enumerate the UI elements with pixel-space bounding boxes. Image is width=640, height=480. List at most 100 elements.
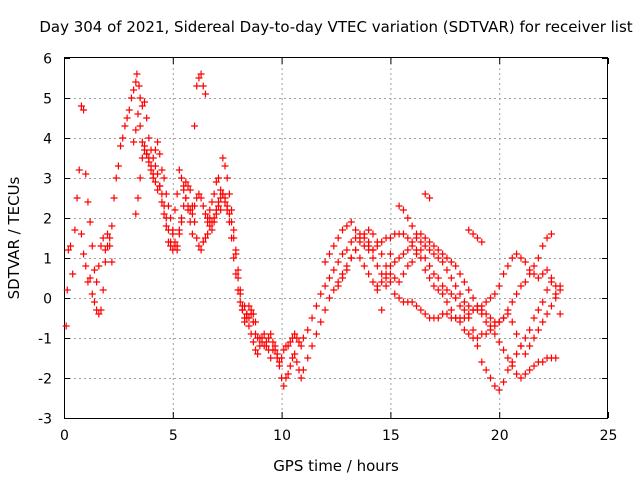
- data-point: [197, 70, 205, 78]
- data-point: [308, 342, 316, 350]
- data-point: [119, 134, 127, 142]
- data-point: [352, 246, 360, 254]
- data-point: [325, 274, 333, 282]
- data-point: [151, 146, 159, 154]
- data-point: [434, 274, 442, 282]
- data-point: [280, 346, 288, 354]
- data-point: [473, 342, 481, 350]
- data-point: [267, 354, 275, 362]
- data-point: [223, 206, 231, 214]
- data-point: [395, 278, 403, 286]
- data-point: [86, 274, 94, 282]
- data-point: [552, 354, 560, 362]
- data-point: [197, 194, 205, 202]
- data-point: [236, 298, 244, 306]
- data-point: [382, 282, 390, 290]
- data-point: [186, 218, 194, 226]
- data-point: [221, 162, 229, 170]
- data-point: [95, 310, 103, 318]
- data-point: [404, 234, 412, 242]
- data-point: [162, 214, 170, 222]
- data-point: [225, 210, 233, 218]
- data-point: [249, 310, 257, 318]
- data-point: [195, 74, 203, 82]
- data-point: [347, 238, 355, 246]
- data-point: [210, 214, 218, 222]
- data-point: [77, 230, 85, 238]
- data-point: [365, 238, 373, 246]
- data-point: [413, 302, 421, 310]
- data-point: [106, 234, 114, 242]
- data-point: [399, 270, 407, 278]
- data-point: [312, 330, 320, 338]
- data-point: [262, 342, 270, 350]
- data-point: [452, 294, 460, 302]
- data-point: [149, 170, 157, 178]
- data-point: [365, 270, 373, 278]
- data-point: [369, 246, 377, 254]
- data-point: [267, 330, 275, 338]
- data-point: [378, 278, 386, 286]
- data-point: [127, 94, 135, 102]
- data-point: [465, 330, 473, 338]
- data-point: [508, 298, 516, 306]
- data-point: [193, 234, 201, 242]
- data-point: [369, 254, 377, 262]
- data-point: [169, 246, 177, 254]
- data-point: [73, 194, 81, 202]
- data-point: [439, 258, 447, 266]
- data-point: [249, 338, 257, 346]
- data-point: [132, 126, 140, 134]
- data-point: [304, 354, 312, 362]
- data-point: [88, 242, 96, 250]
- data-point: [339, 274, 347, 282]
- data-point: [95, 262, 103, 270]
- data-point: [82, 262, 90, 270]
- data-point: [460, 314, 468, 322]
- data-point: [456, 270, 464, 278]
- x-tick-labels: 0 5 10 15 20 25: [60, 428, 617, 444]
- data-point: [513, 350, 521, 358]
- data-point: [178, 174, 186, 182]
- data-point: [108, 222, 116, 230]
- data-point: [225, 190, 233, 198]
- data-point: [191, 202, 199, 210]
- data-point: [67, 242, 75, 250]
- data-point: [443, 254, 451, 262]
- data-point: [160, 210, 168, 218]
- data-point: [443, 310, 451, 318]
- data-point: [221, 198, 229, 206]
- data-point: [210, 190, 218, 198]
- data-point: [369, 278, 377, 286]
- data-point: [232, 246, 240, 254]
- data-point: [513, 250, 521, 258]
- data-point: [395, 294, 403, 302]
- y-tick-label: -3: [38, 412, 52, 428]
- data-point: [321, 306, 329, 314]
- data-point: [408, 298, 416, 306]
- data-point: [500, 346, 508, 354]
- data-point: [188, 230, 196, 238]
- data-point: [547, 230, 555, 238]
- data-point: [180, 182, 188, 190]
- x-tick-label: 20: [491, 428, 509, 444]
- y-axis-title: SDTVAR / TECUs: [5, 176, 23, 299]
- data-point: [186, 186, 194, 194]
- data-points: [62, 70, 564, 394]
- data-point: [382, 270, 390, 278]
- data-point: [378, 250, 386, 258]
- data-point: [99, 286, 107, 294]
- data-point: [297, 342, 305, 350]
- data-point: [334, 234, 342, 242]
- data-point: [526, 326, 534, 334]
- data-point: [386, 234, 394, 242]
- y-tick-label: 0: [43, 292, 52, 308]
- data-point: [151, 178, 159, 186]
- data-point: [395, 254, 403, 262]
- chart-title: Day 304 of 2021, Sidereal Day-to-day VTE…: [39, 18, 632, 36]
- data-point: [447, 290, 455, 298]
- data-point: [430, 250, 438, 258]
- data-point: [251, 318, 259, 326]
- data-point: [495, 318, 503, 326]
- data-point: [521, 334, 529, 342]
